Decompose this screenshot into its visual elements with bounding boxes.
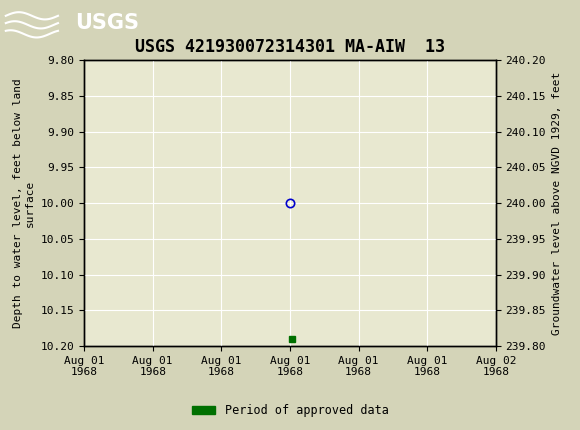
Legend: Period of approved data: Period of approved data <box>187 399 393 422</box>
Title: USGS 421930072314301 MA-AIW  13: USGS 421930072314301 MA-AIW 13 <box>135 38 445 56</box>
Y-axis label: Groundwater level above NGVD 1929, feet: Groundwater level above NGVD 1929, feet <box>552 71 561 335</box>
Text: USGS: USGS <box>75 12 139 33</box>
Y-axis label: Depth to water level, feet below land
surface: Depth to water level, feet below land su… <box>13 78 35 328</box>
